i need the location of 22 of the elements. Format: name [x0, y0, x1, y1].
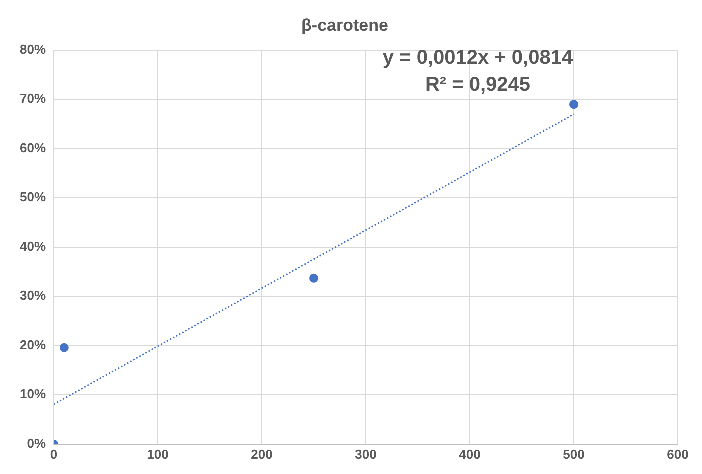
annotation: y = 0,0012x + 0,0814 [382, 46, 574, 69]
y-tick-label: 50% [20, 190, 46, 205]
y-tick-label: 10% [20, 386, 46, 402]
y-tick-label: 30% [20, 288, 46, 304]
x-tick-label: 400 [459, 446, 481, 462]
point [60, 343, 69, 352]
y-tick-label: 20% [20, 337, 46, 352]
point [310, 274, 319, 283]
y-tick-label: 40% [20, 238, 46, 254]
point [570, 100, 579, 110]
y-tick-label: 0% [27, 436, 46, 451]
annotation: R² = 0,9245 [425, 74, 531, 96]
chart-title: β-carotene [302, 16, 388, 35]
x-tick-label: 500 [563, 446, 585, 462]
y-tick-label: 60% [20, 140, 46, 156]
y-tick-label: 70% [20, 91, 46, 106]
x-tick-label: 300 [355, 446, 377, 462]
x-tick-label: 600 [667, 446, 689, 462]
y-tick-label: 80% [20, 42, 46, 57]
x-tick-label: 100 [147, 446, 169, 462]
x-tick-label: 200 [251, 446, 273, 462]
x-tick-label: 0 [50, 446, 58, 462]
